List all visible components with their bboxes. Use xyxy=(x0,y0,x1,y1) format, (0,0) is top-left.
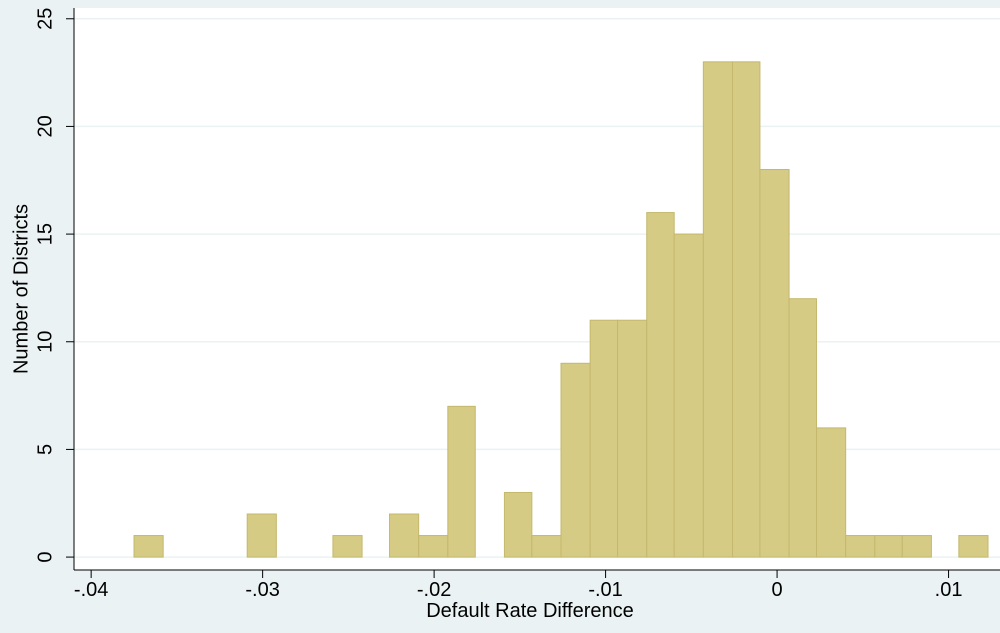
bar xyxy=(731,61,761,558)
bar xyxy=(646,212,675,558)
bar xyxy=(816,427,847,558)
y-tick-label: 0 xyxy=(34,552,56,563)
bar xyxy=(389,513,420,558)
bar xyxy=(958,535,989,558)
bar xyxy=(589,319,619,558)
bar xyxy=(845,535,876,558)
bar xyxy=(246,513,277,558)
bar xyxy=(133,535,164,558)
bar xyxy=(617,319,648,558)
bar xyxy=(759,168,790,558)
bar xyxy=(332,535,363,558)
x-tick-label: 0 xyxy=(772,579,783,601)
bar xyxy=(673,233,704,558)
x-axis-label: Default Rate Difference xyxy=(426,600,634,622)
bar xyxy=(418,535,449,558)
bar xyxy=(702,61,733,558)
x-tick-label: -.02 xyxy=(417,579,451,601)
y-tick-label: 10 xyxy=(34,331,56,353)
x-tick-label: -.04 xyxy=(74,579,108,601)
y-tick-label: 25 xyxy=(34,8,56,30)
x-tick-label: .01 xyxy=(935,579,963,601)
y-tick-label: 20 xyxy=(34,115,56,137)
bar xyxy=(901,535,932,558)
bar xyxy=(447,405,476,558)
y-tick-label: 15 xyxy=(34,223,56,245)
bar xyxy=(503,491,533,558)
plot-area xyxy=(74,8,1000,570)
y-tick-label: 5 xyxy=(34,444,56,455)
bar xyxy=(531,535,562,558)
y-axis-label: Number of Districts xyxy=(10,204,32,374)
bar xyxy=(788,298,818,558)
bar xyxy=(560,362,591,558)
bar xyxy=(874,535,903,558)
x-tick-label: -.01 xyxy=(588,579,622,601)
x-tick-label: -.03 xyxy=(245,579,279,601)
